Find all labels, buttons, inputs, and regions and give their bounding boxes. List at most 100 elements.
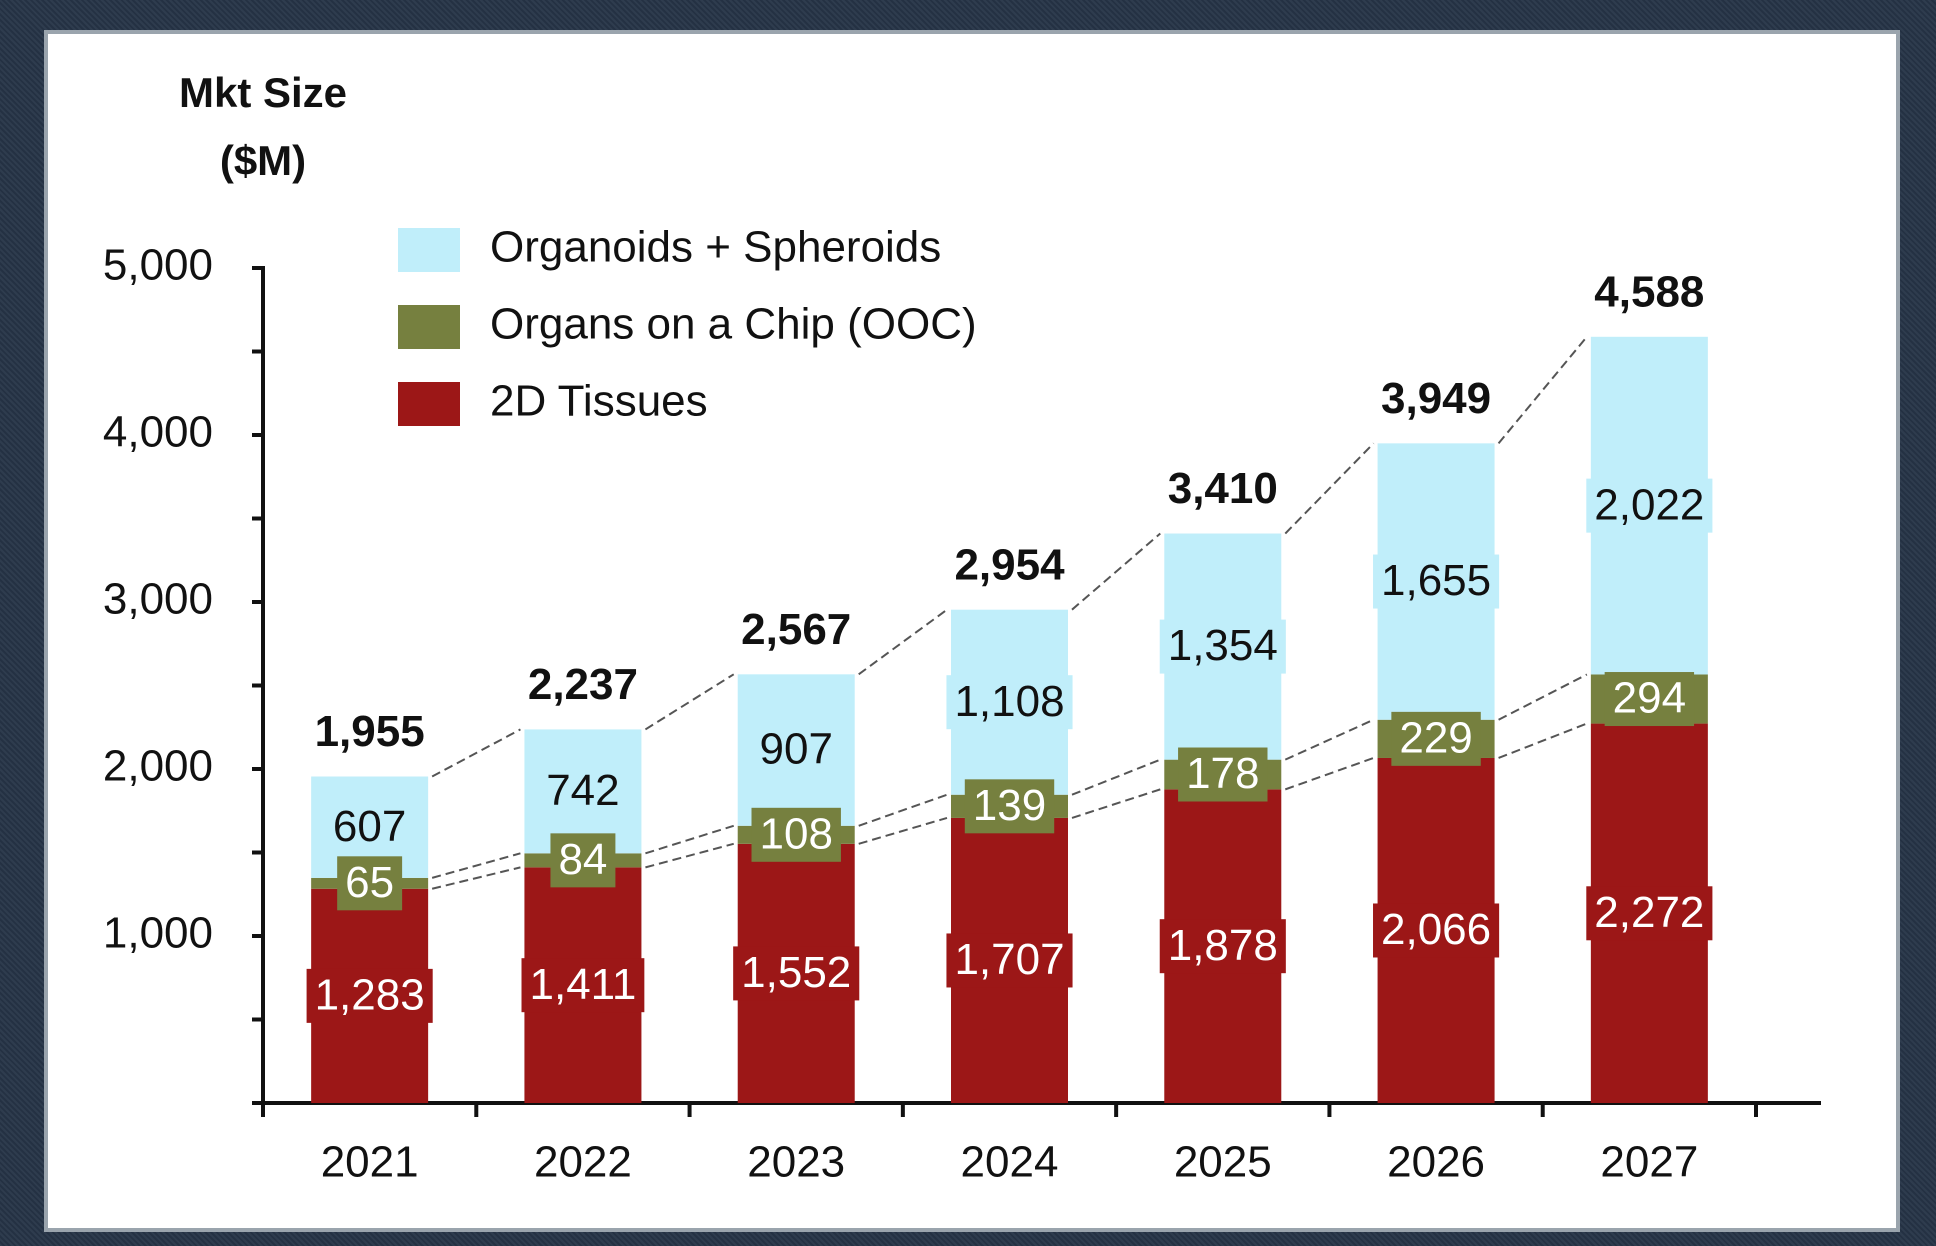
data-label-box <box>550 833 616 888</box>
y-tick-label: 5,000 <box>103 241 213 290</box>
legend-swatch <box>398 228 460 272</box>
data-label-box <box>751 807 841 862</box>
data-label-box <box>1586 886 1713 941</box>
total-label: 3,410 <box>1168 464 1278 513</box>
data-label-group: 2,272 <box>1586 886 1713 941</box>
x-tick-label: 2025 <box>1174 1138 1272 1187</box>
data-label: 84 <box>558 835 607 884</box>
data-label-box <box>306 968 433 1023</box>
connector <box>645 842 734 869</box>
data-label-group: 1,552 <box>733 946 860 1001</box>
connector <box>858 816 948 845</box>
legend-label: Organs on a Chip (OOC) <box>490 300 977 349</box>
data-label-box <box>1178 747 1268 802</box>
connector <box>644 673 735 731</box>
data-label-group: 294 <box>1604 672 1695 727</box>
data-label-group: 84 <box>550 833 616 888</box>
legend-label: Organoids + Spheroids <box>490 223 941 272</box>
legend-swatch <box>398 382 460 426</box>
data-label-group: 1,707 <box>946 933 1073 988</box>
connector <box>431 866 521 890</box>
x-tick-label: 2026 <box>1387 1138 1485 1187</box>
y-axis-title: ($M) <box>220 137 306 184</box>
y-tick-label: 3,000 <box>103 575 213 624</box>
connector <box>1498 673 1588 721</box>
data-label-group: 1,108 <box>946 675 1073 730</box>
data-label-group: 108 <box>751 807 841 862</box>
data-label-group: 742 <box>538 764 628 819</box>
data-label: 2,022 <box>1594 480 1704 529</box>
connector <box>858 608 948 676</box>
data-label-box <box>1391 711 1481 766</box>
data-label: 742 <box>546 766 619 815</box>
data-label-box <box>521 958 645 1013</box>
data-label-box <box>1373 554 1500 609</box>
x-tick-label: 2027 <box>1600 1138 1698 1187</box>
data-label: 108 <box>760 809 833 858</box>
data-label: 1,108 <box>954 677 1064 726</box>
total-label: 1,955 <box>315 707 425 756</box>
data-label-group: 1,655 <box>1373 554 1500 609</box>
legend-swatch <box>398 305 460 349</box>
connector <box>431 852 521 879</box>
total-label: 2,954 <box>954 540 1065 589</box>
connector <box>1284 757 1374 791</box>
y-axis-title: Mkt Size <box>179 69 347 116</box>
data-label-group: 65 <box>337 856 403 911</box>
connector <box>1497 336 1588 444</box>
data-label-box <box>1159 619 1286 674</box>
data-label-group: 139 <box>964 779 1055 834</box>
total-label: 2,567 <box>741 605 851 654</box>
y-tick-label: 1,000 <box>103 909 213 958</box>
data-label-group: 1,411 <box>521 958 645 1013</box>
data-label-box <box>751 723 841 778</box>
data-label: 2,066 <box>1381 905 1491 954</box>
connector <box>1071 788 1161 819</box>
total-label: 4,588 <box>1594 267 1704 316</box>
data-label: 294 <box>1613 674 1686 723</box>
data-label: 229 <box>1399 713 1472 762</box>
data-label-group: 1,283 <box>306 968 433 1023</box>
data-label: 1,411 <box>530 960 637 1009</box>
data-label: 1,655 <box>1381 556 1491 605</box>
data-label: 607 <box>333 802 406 851</box>
x-tick-label: 2024 <box>961 1138 1059 1187</box>
data-label: 1,283 <box>315 970 425 1019</box>
data-label-box <box>733 946 860 1001</box>
total-label: 3,949 <box>1381 374 1491 423</box>
data-label-group: 178 <box>1178 747 1268 802</box>
data-label: 907 <box>760 725 833 774</box>
data-label-box <box>538 764 628 819</box>
data-label-box <box>946 675 1073 730</box>
data-label: 2,272 <box>1594 888 1704 937</box>
data-label-group: 2,066 <box>1373 903 1500 958</box>
data-label-group: 2,022 <box>1586 478 1713 533</box>
connector <box>858 793 948 827</box>
connector <box>1071 758 1161 796</box>
x-tick-label: 2022 <box>534 1138 632 1187</box>
data-label-box <box>1586 478 1713 533</box>
connector <box>645 824 735 855</box>
data-label-box <box>1604 672 1695 727</box>
data-label-box <box>964 779 1055 834</box>
data-label: 1,552 <box>741 948 851 997</box>
connector <box>1071 532 1161 611</box>
data-label-group: 607 <box>324 800 415 855</box>
data-label-box <box>337 856 403 911</box>
data-label-box <box>1159 919 1286 974</box>
data-label-box <box>324 800 415 855</box>
legend-label: 2D Tissues <box>490 377 708 426</box>
data-label-group: 907 <box>751 723 841 778</box>
connector <box>1284 718 1374 761</box>
y-tick-label: 4,000 <box>103 408 213 457</box>
connector <box>431 728 521 778</box>
data-label-group: 1,878 <box>1159 919 1286 974</box>
total-label: 2,237 <box>528 660 638 709</box>
data-label: 1,707 <box>954 935 1064 984</box>
data-label-group: 1,354 <box>1159 619 1286 674</box>
data-label-box <box>946 933 1073 988</box>
data-label: 139 <box>973 781 1046 830</box>
y-tick-label: 2,000 <box>103 742 213 791</box>
